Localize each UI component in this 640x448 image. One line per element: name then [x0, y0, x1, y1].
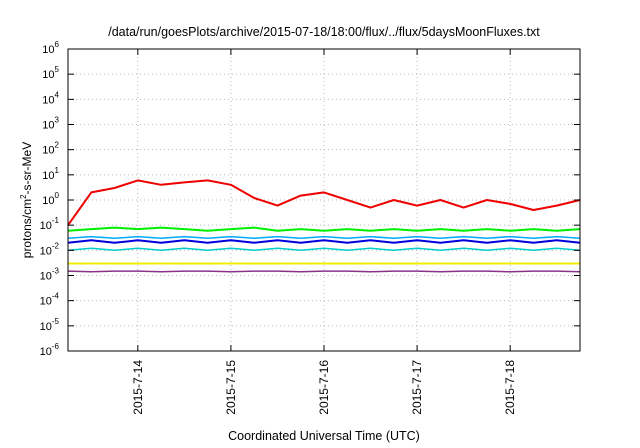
y-tick-exp: 2	[55, 141, 60, 150]
y-tick-label: 104	[42, 90, 59, 106]
y-tick-label: 103	[42, 116, 59, 132]
y-tick-base: 10	[42, 44, 54, 56]
y-tick-base: 10	[40, 245, 52, 257]
series-line-3	[67, 235, 581, 240]
y-tick-base: 10	[40, 321, 52, 333]
y-tick-label: 105	[42, 65, 59, 81]
x-axis-ticks: 2015-7-14 2015-7-15 2015-7-16 2015-7-17 2015…	[131, 49, 517, 415]
y-axis-label-rest: -s-sr-MeV	[20, 142, 34, 195]
y-axis-ticks: 10-610-510-410-310-210-11001011021031041…	[40, 40, 580, 358]
y-tick-label: 10-5	[40, 317, 60, 333]
y-axis-label-main: protons/cm	[20, 199, 34, 258]
y-tick-exp: 5	[55, 65, 60, 74]
y-tick-exp: -4	[52, 292, 60, 301]
x-tick-label: 2015-7-18	[503, 360, 517, 415]
series-line-7	[67, 270, 581, 273]
x-tick-label: 2015-7-16	[317, 360, 331, 415]
y-tick-base: 10	[40, 346, 52, 358]
y-tick-exp: 1	[55, 166, 60, 175]
y-tick-base: 10	[42, 69, 54, 81]
y-tick-base: 10	[42, 195, 54, 207]
y-tick-exp: 3	[55, 116, 60, 125]
plot-frame	[67, 48, 581, 352]
series-line-2	[67, 226, 581, 232]
y-tick-label: 10-6	[40, 342, 60, 358]
chart-title: /data/run/goesPlots/archive/2015-07-18/1…	[108, 25, 540, 39]
y-tick-base: 10	[42, 170, 54, 182]
series-line-4	[67, 239, 581, 244]
series-line-5	[67, 247, 581, 252]
y-tick-base: 10	[40, 220, 52, 232]
series-line-1	[67, 179, 581, 226]
y-tick-base: 10	[40, 271, 52, 283]
y-tick-exp: -6	[52, 342, 60, 351]
y-tick-label: 102	[42, 141, 59, 157]
y-tick-exp: 6	[55, 40, 60, 49]
grid-lines	[68, 49, 580, 351]
y-tick-base: 10	[42, 94, 54, 106]
y-axis-label-sup: 2	[19, 194, 28, 199]
y-axis-label: protons/cm2-s-sr-MeV	[19, 142, 34, 258]
x-tick-label: 2015-7-15	[224, 360, 238, 415]
data-series	[67, 179, 581, 273]
y-tick-exp: -5	[52, 317, 60, 326]
y-tick-exp: -3	[52, 267, 60, 276]
y-tick-exp: 0	[55, 191, 60, 200]
x-tick-label: 2015-7-17	[410, 360, 424, 415]
y-tick-label: 101	[42, 166, 59, 182]
y-tick-label: 100	[42, 191, 59, 207]
y-tick-base: 10	[40, 296, 52, 308]
y-tick-exp: 4	[55, 90, 60, 99]
x-tick-label: 2015-7-14	[131, 360, 145, 415]
y-tick-exp: -2	[52, 241, 60, 250]
y-tick-label: 10-4	[40, 292, 60, 308]
y-tick-label: 106	[42, 40, 59, 56]
y-tick-label: 10-2	[40, 241, 60, 257]
y-tick-label: 10-1	[40, 216, 60, 232]
x-axis-label: Coordinated Universal Time (UTC)	[228, 429, 420, 443]
y-tick-base: 10	[42, 120, 54, 132]
y-tick-exp: -1	[52, 216, 60, 225]
y-tick-label: 10-3	[40, 267, 60, 283]
y-tick-base: 10	[42, 145, 54, 157]
